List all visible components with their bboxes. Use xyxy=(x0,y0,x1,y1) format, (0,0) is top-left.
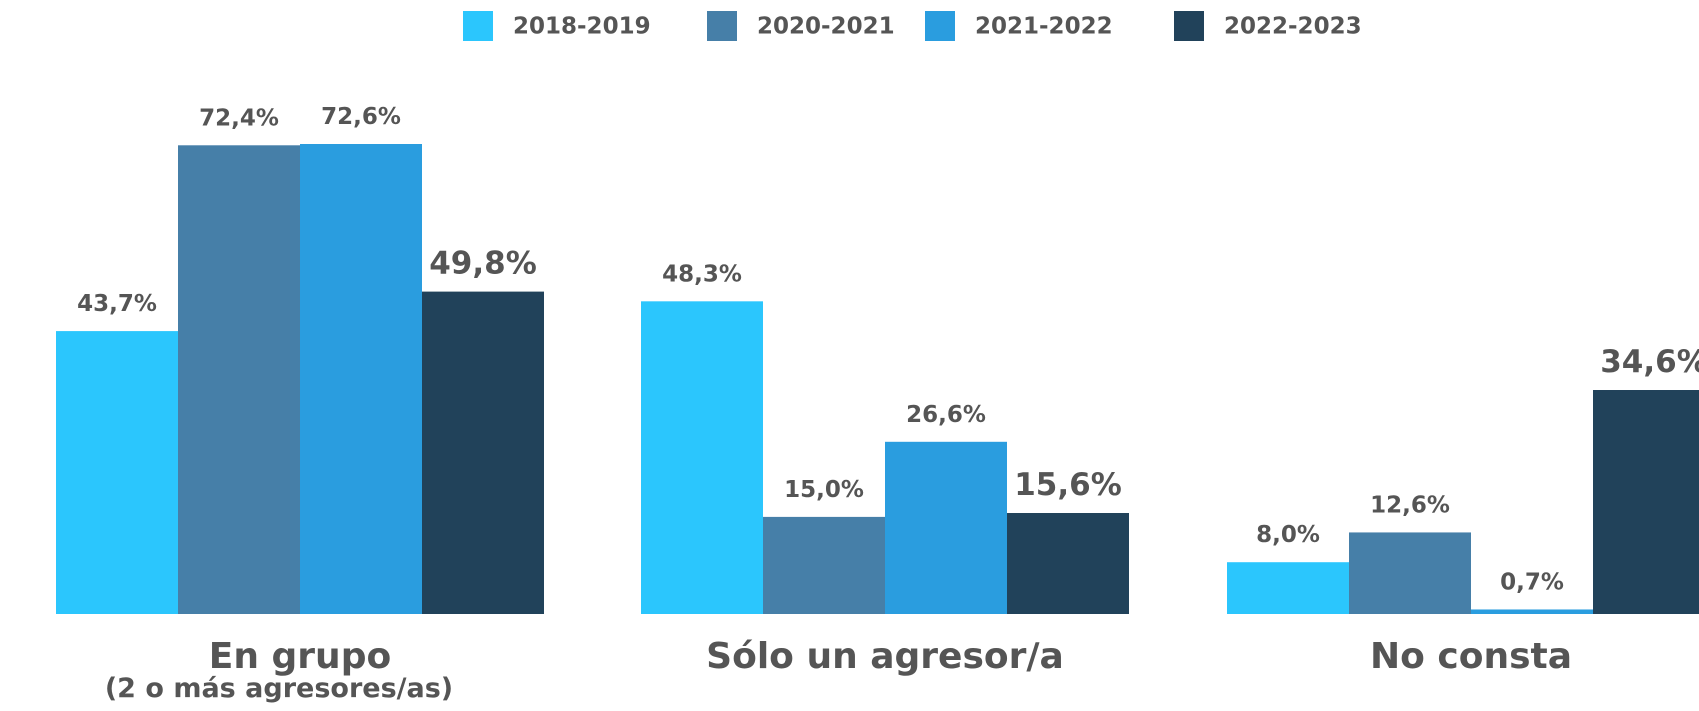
legend-swatch xyxy=(707,11,737,41)
bar xyxy=(300,144,422,614)
bar xyxy=(1227,562,1349,614)
bar xyxy=(641,301,763,614)
bar xyxy=(1593,390,1699,614)
legend-label: 2021-2022 xyxy=(975,14,1113,40)
legend-swatch xyxy=(463,11,493,41)
value-label: 49,8% xyxy=(429,246,537,282)
value-label: 72,4% xyxy=(199,105,279,131)
bar xyxy=(56,331,178,614)
bar xyxy=(1007,513,1129,614)
value-label: 8,0% xyxy=(1256,522,1320,548)
legend-swatch xyxy=(1174,11,1204,41)
value-label: 0,7% xyxy=(1500,569,1564,595)
legend-swatch xyxy=(925,11,955,41)
bar xyxy=(885,441,1007,614)
value-label: 34,6% xyxy=(1600,344,1699,380)
legend-label: 2020-2021 xyxy=(757,14,895,40)
bar xyxy=(763,516,885,614)
value-label: 12,6% xyxy=(1370,492,1450,518)
value-label: 48,3% xyxy=(662,261,742,287)
category-label: Sólo un agresor/a xyxy=(706,636,1064,677)
value-label: 43,7% xyxy=(77,291,157,317)
bar xyxy=(422,291,544,614)
legend-label: 2022-2023 xyxy=(1224,14,1362,40)
category-label: No consta xyxy=(1370,636,1572,677)
bar xyxy=(1349,532,1471,614)
legend-label: 2018-2019 xyxy=(513,14,651,40)
category-subtitle: (2 o más agresores/as) xyxy=(105,673,453,704)
value-label: 15,0% xyxy=(784,477,864,503)
category-label: En grupo xyxy=(209,636,391,677)
bar xyxy=(1471,609,1593,614)
bar xyxy=(178,145,300,614)
value-label: 15,6% xyxy=(1014,467,1122,503)
value-label: 26,6% xyxy=(906,402,986,428)
value-label: 72,6% xyxy=(321,104,401,130)
